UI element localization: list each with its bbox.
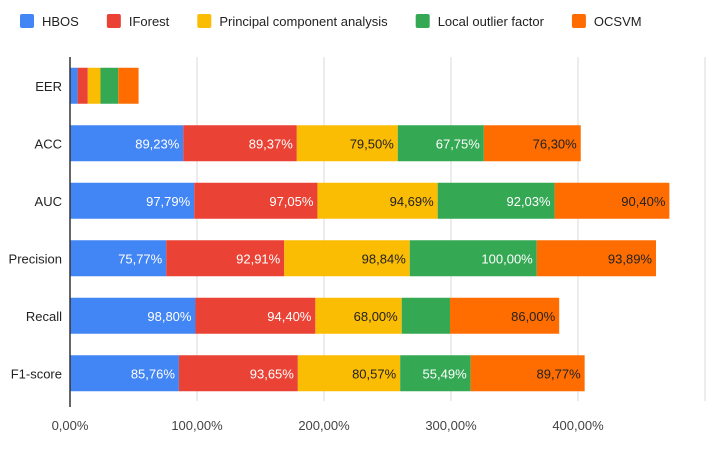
data-label: 97,05%: [269, 194, 314, 209]
bar-segment: [100, 67, 119, 104]
data-label: 55,49%: [423, 366, 468, 381]
data-label: 92,03%: [506, 194, 551, 209]
bar-segment: [87, 67, 101, 104]
data-label: 97,79%: [146, 194, 191, 209]
bar-segment: [315, 297, 402, 334]
x-tick-label: 400,00%: [552, 418, 604, 433]
data-label: 68,00%: [354, 309, 399, 324]
bar-segment: [194, 182, 318, 219]
data-label: 100,00%: [481, 251, 533, 266]
bar-segment: [284, 240, 410, 277]
data-label: 76,30%: [533, 136, 578, 151]
bar-segment: [70, 182, 195, 219]
legend-swatch: [20, 14, 34, 28]
legend-swatch: [571, 14, 586, 28]
category-label: ACC: [35, 136, 62, 151]
bar-segment: [470, 355, 585, 392]
data-label: 85,76%: [131, 366, 176, 381]
legend-label: Principal component analysis: [219, 14, 388, 29]
x-tick-label: 0,00%: [52, 418, 89, 433]
legend-swatch: [415, 14, 430, 28]
bar-segment: [70, 240, 167, 277]
data-label: 80,57%: [352, 366, 397, 381]
data-label: 98,80%: [147, 309, 192, 324]
legend-swatch: [106, 14, 121, 28]
x-tick-label: 200,00%: [298, 418, 350, 433]
bar-segment: [70, 125, 184, 162]
data-label: 67,75%: [436, 136, 481, 151]
data-label: 94,40%: [267, 309, 312, 324]
category-label: F1-score: [11, 366, 62, 381]
category-label: Precision: [9, 251, 62, 266]
category-label: EER: [35, 79, 62, 94]
bar-segment: [437, 182, 555, 219]
legend-label: OCSVM: [594, 14, 642, 29]
bar-segment: [449, 297, 560, 334]
data-label: 75,77%: [118, 251, 163, 266]
data-label: 89,23%: [135, 136, 180, 151]
legend-swatch: [197, 14, 212, 28]
bar-segment: [297, 355, 401, 392]
category-label: Recall: [26, 309, 62, 324]
data-label: 79,50%: [350, 136, 395, 151]
bar-segment: [296, 125, 398, 162]
bar-segment: [195, 297, 316, 334]
data-label: 89,77%: [537, 366, 582, 381]
bar-segment: [409, 240, 537, 277]
data-label: 93,89%: [608, 251, 653, 266]
data-label: 93,65%: [250, 366, 295, 381]
bar-segment: [400, 355, 471, 392]
bar-segment: [178, 355, 298, 392]
data-label: 86,00%: [511, 309, 556, 324]
bar-segment: [70, 297, 196, 334]
x-tick-label: 300,00%: [425, 418, 477, 433]
bar-segment: [483, 125, 581, 162]
bar-segment: [183, 125, 297, 162]
category-label: AUC: [35, 194, 62, 209]
bar-segment: [166, 240, 285, 277]
bar-segment: [70, 67, 78, 104]
legend-label: Local outlier factor: [438, 14, 545, 29]
bar-segment: [77, 67, 88, 104]
data-label: 89,37%: [249, 136, 294, 151]
bar-segment: [118, 67, 139, 104]
data-label: 98,84%: [362, 251, 407, 266]
data-label: 94,69%: [390, 194, 435, 209]
x-tick-label: 100,00%: [171, 418, 223, 433]
data-label: 92,91%: [236, 251, 281, 266]
bar-segment: [70, 355, 179, 392]
bar-segment: [397, 125, 484, 162]
legend-label: IForest: [129, 14, 170, 29]
bar-segment: [536, 240, 656, 277]
bar-segment: [401, 297, 450, 334]
bar-segment: [317, 182, 438, 219]
bar-segment: [554, 182, 670, 219]
legend-label: HBOS: [42, 14, 79, 29]
data-label: 90,40%: [621, 194, 666, 209]
